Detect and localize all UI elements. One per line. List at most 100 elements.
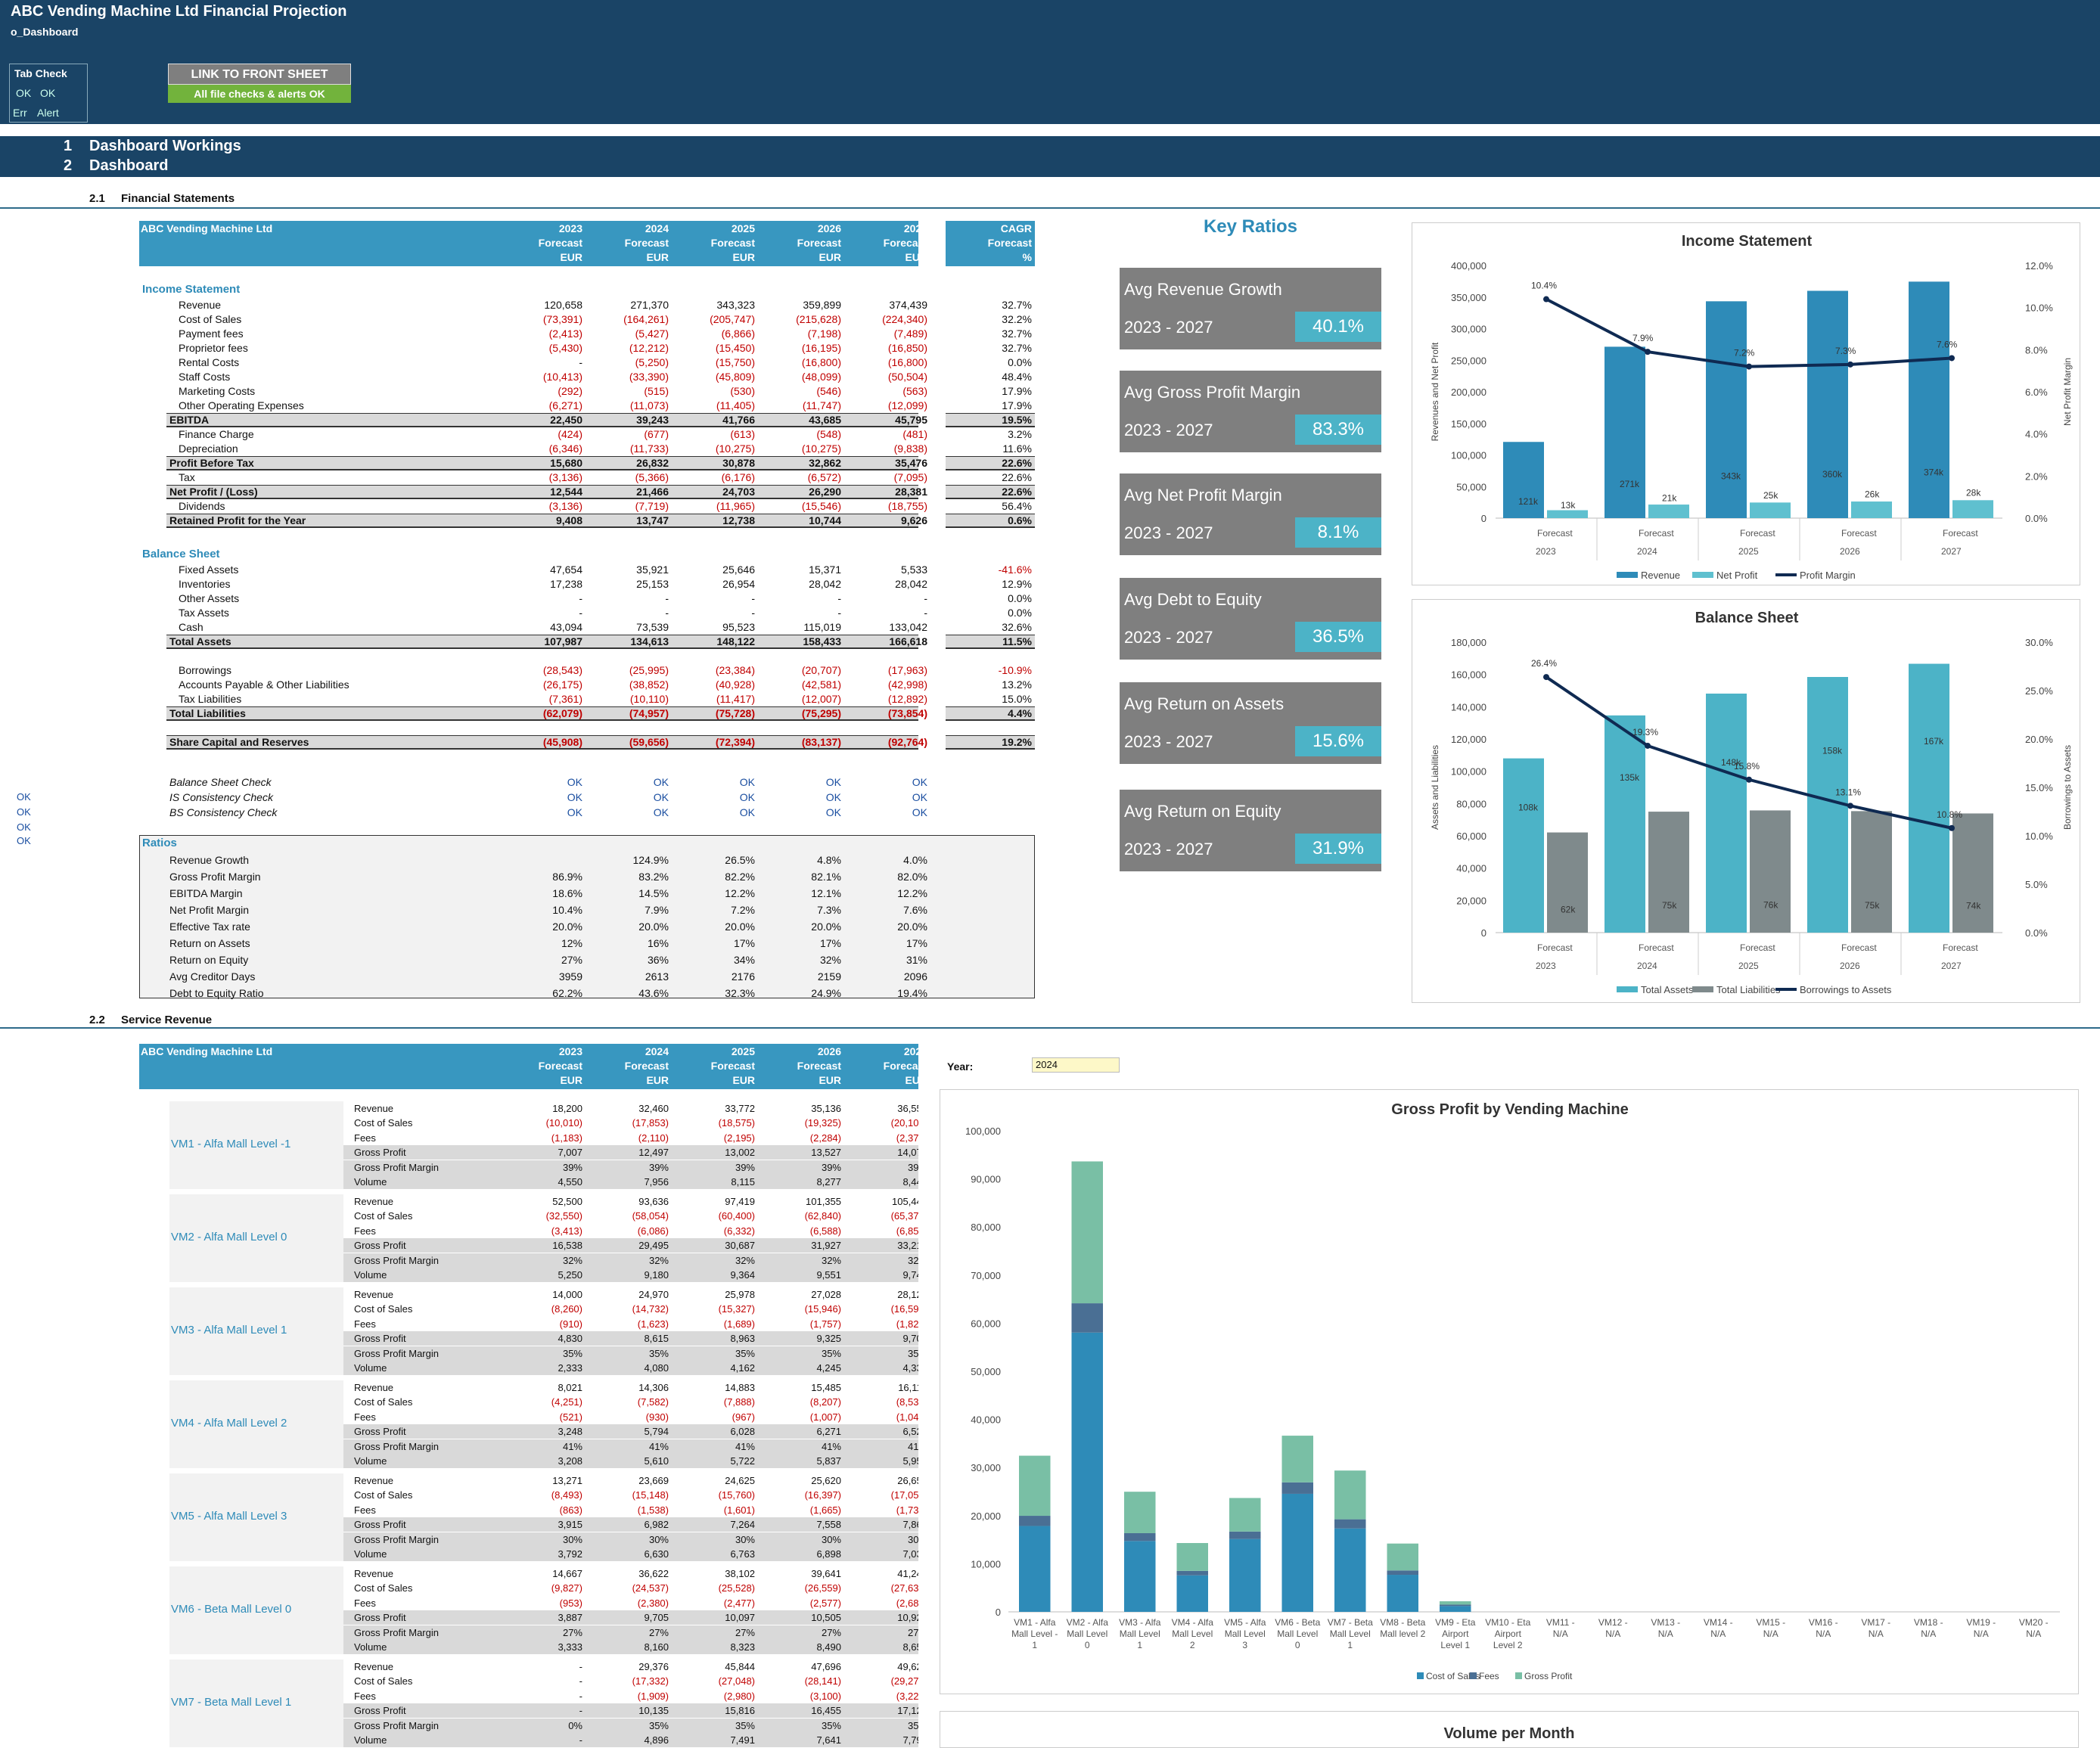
ratio-cell: 34% (733, 954, 755, 966)
metric-cell: 32% (907, 1254, 918, 1266)
x-category-label: N/A (1921, 1628, 1936, 1639)
x-category-label: VM14 - (1704, 1617, 1733, 1628)
legend-label: Revenue (1641, 570, 1680, 581)
income-cell: 120,658 (544, 299, 582, 311)
metric-cell: 7,036 (902, 1548, 918, 1560)
income-cell: (7,198) (807, 328, 841, 340)
gp-bar-fees (1334, 1519, 1366, 1529)
key-ratio-value: 83.3% (1295, 414, 1381, 445)
year-input[interactable]: 2024 (1032, 1057, 1120, 1073)
metric-row-bg (343, 1660, 918, 1674)
metric-cell: (1,623) (637, 1318, 669, 1330)
x-category-label: VM7 - Beta (1328, 1617, 1373, 1628)
gp-bar-gross-profit (1440, 1601, 1471, 1605)
metric-row-bg (343, 1175, 918, 1189)
income-cagr: 0.6% (1008, 514, 1032, 526)
metric-cell: 35% (821, 1719, 841, 1731)
key-ratio-label: Avg Gross Profit Margin (1124, 383, 1301, 402)
x-category-label: Level 2 (1493, 1640, 1523, 1650)
link-to-front-sheet-button[interactable]: LINK TO FRONT SHEET (168, 64, 351, 85)
metric-cell: (910) (559, 1318, 582, 1330)
section-1-label[interactable]: Dashboard Workings (89, 138, 241, 154)
x-category-label: N/A (1816, 1628, 1831, 1639)
metric-cell: 93,636 (638, 1196, 669, 1207)
check-value: OK (739, 806, 755, 818)
bar-net-profit (1547, 510, 1588, 518)
metric-cell: 8,021 (558, 1382, 582, 1393)
income-statement-chart: Income Statement 400,000 350,000 300,000 250… (1430, 233, 2073, 581)
metric-cell: (967) (732, 1411, 755, 1423)
x-category-label: Level 1 (1440, 1640, 1470, 1650)
balance-row-label: Fixed Assets (179, 564, 239, 576)
bar-data-label: 343k (1721, 470, 1741, 481)
metric-row-bg (343, 1488, 918, 1503)
balance-cell: 35,921 (636, 564, 669, 576)
income-row-label: Cost of Sales (179, 313, 242, 325)
metric-cell: 28,120 (897, 1289, 918, 1300)
metric-cell: 25,620 (811, 1475, 841, 1486)
income-cell: (205,747) (710, 313, 755, 325)
metric-row-bg (343, 1517, 918, 1532)
ratio-cell: 17% (819, 937, 841, 949)
metric-cell: 6,898 (816, 1548, 841, 1560)
metric-cell: 8,277 (816, 1176, 841, 1188)
metric-cell: 8,963 (730, 1333, 755, 1345)
bar-net-profit (1750, 502, 1791, 518)
ratio-label: Debt to Equity Ratio (169, 987, 264, 999)
y2-axis-title: Borrowings to Assets (2062, 745, 2073, 830)
income-cell: (15,450) (715, 342, 755, 354)
balance-cagr: 11.5% (1002, 635, 1032, 647)
key-ratios-title: Key Ratios (1203, 216, 1298, 237)
line-point (1746, 776, 1752, 783)
gross-profit-chart: Gross Profit by Vending Machine 100,000 90… (965, 1101, 2060, 1681)
svc-eur-header: EUR (905, 1074, 918, 1086)
metric-cell: (15,946) (804, 1303, 841, 1315)
income-cell: (7,095) (893, 471, 927, 483)
x-category-label: VM13 - (1651, 1617, 1680, 1628)
metric-cell: 30% (562, 1533, 582, 1545)
income-cell: 39,243 (636, 414, 669, 426)
svc-eur-header: EUR (732, 1074, 755, 1086)
tab-check-alert: Alert (37, 107, 59, 119)
legend-label: Net Profit (1716, 570, 1758, 581)
section-2-label[interactable]: Dashboard (89, 157, 169, 174)
ratio-label: Effective Tax rate (169, 921, 250, 933)
income-cell: (11,405) (716, 399, 755, 411)
metric-cell: 41% (821, 1440, 841, 1452)
key-ratio-card: Avg Gross Profit Margin 2023 - 2027 83.3% (1120, 371, 1381, 452)
balance-cell: (12,892) (887, 693, 927, 705)
x-forecast-label: Forecast (1943, 942, 1978, 953)
x-year-label: 2025 (1738, 546, 1759, 557)
metric-label: Gross Profit Margin (354, 1533, 439, 1545)
metric-cell: 33,772 (725, 1103, 755, 1114)
metric-cell: 32% (735, 1254, 755, 1266)
tab-check-err: Err (13, 107, 27, 119)
metric-label: Volume (354, 1548, 387, 1560)
income-row-label: EBITDA (169, 414, 210, 426)
x-category-label: Mall Level (1330, 1628, 1371, 1639)
balance-row-label: Tax Assets (179, 607, 229, 619)
bar-revenue (1503, 442, 1544, 518)
metric-label: Gross Profit (354, 1426, 406, 1438)
ratio-cell: 2159 (817, 970, 841, 983)
income-cell: (5,430) (548, 342, 582, 354)
svc-year-header: 2026 (817, 1045, 841, 1057)
metric-cell: 27% (821, 1626, 841, 1638)
metric-cell: 35% (735, 1347, 755, 1359)
balance-cagr: 19.2% (1002, 736, 1032, 748)
metric-cell: (27,048) (718, 1675, 755, 1687)
machine-name-cell (169, 1660, 343, 1747)
bar-total-liabilities (1952, 813, 1993, 933)
x-category-label: 1 (1347, 1640, 1353, 1650)
year-label: Year: (947, 1060, 974, 1073)
metric-cell: 16,455 (811, 1705, 841, 1717)
y2-tick-label: 5.0% (2025, 879, 2048, 890)
metric-cell: 7,007 (558, 1147, 582, 1159)
metric-cell: 5,953 (902, 1455, 918, 1467)
y2-tick-label: 4.0% (2025, 429, 2048, 440)
x-category-label: VM16 - (1809, 1617, 1838, 1628)
balance-cell: 95,523 (722, 621, 755, 633)
metric-cell: 24,970 (638, 1289, 669, 1300)
metric-cell: (32,550) (545, 1210, 582, 1222)
chart-title: Gross Profit by Vending Machine (1391, 1101, 1628, 1118)
